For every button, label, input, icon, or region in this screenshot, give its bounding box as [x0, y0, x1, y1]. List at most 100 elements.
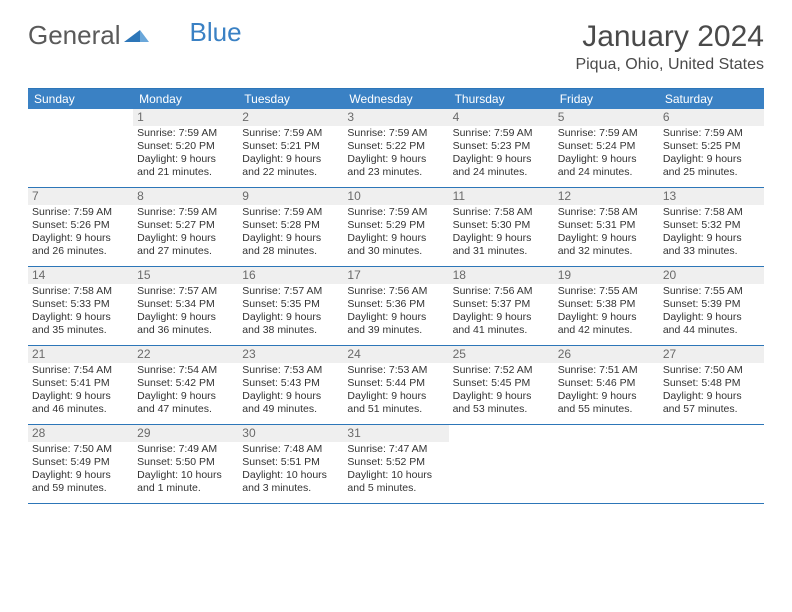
- calendar: Sunday Monday Tuesday Wednesday Thursday…: [28, 88, 764, 504]
- day-cell: 16Sunrise: 7:57 AMSunset: 5:35 PMDayligh…: [238, 267, 343, 345]
- daylight-text: Daylight: 9 hours and 24 minutes.: [453, 153, 550, 179]
- day-number: 1: [133, 109, 238, 126]
- sunset-text: Sunset: 5:39 PM: [663, 298, 760, 311]
- day-cell: 6Sunrise: 7:59 AMSunset: 5:25 PMDaylight…: [659, 109, 764, 187]
- day-number: 14: [28, 267, 133, 284]
- day-number: 11: [449, 188, 554, 205]
- sunrise-text: Sunrise: 7:59 AM: [242, 206, 339, 219]
- day-number: 29: [133, 425, 238, 442]
- day-cell: 24Sunrise: 7:53 AMSunset: 5:44 PMDayligh…: [343, 346, 448, 424]
- day-cell: 13Sunrise: 7:58 AMSunset: 5:32 PMDayligh…: [659, 188, 764, 266]
- header: General Blue January 2024 Piqua, Ohio, U…: [0, 0, 792, 80]
- day-number: 10: [343, 188, 448, 205]
- day-cell: 25Sunrise: 7:52 AMSunset: 5:45 PMDayligh…: [449, 346, 554, 424]
- day-cell: 2Sunrise: 7:59 AMSunset: 5:21 PMDaylight…: [238, 109, 343, 187]
- sunrise-text: Sunrise: 7:58 AM: [453, 206, 550, 219]
- logo-text-1: General: [28, 20, 121, 51]
- day-number: 18: [449, 267, 554, 284]
- sunrise-text: Sunrise: 7:53 AM: [347, 364, 444, 377]
- daylight-text: Daylight: 9 hours and 53 minutes.: [453, 390, 550, 416]
- daylight-text: Daylight: 9 hours and 36 minutes.: [137, 311, 234, 337]
- day-cell: 19Sunrise: 7:55 AMSunset: 5:38 PMDayligh…: [554, 267, 659, 345]
- sunrise-text: Sunrise: 7:58 AM: [663, 206, 760, 219]
- sunset-text: Sunset: 5:51 PM: [242, 456, 339, 469]
- logo: General Blue: [28, 20, 242, 51]
- week-row: 1Sunrise: 7:59 AMSunset: 5:20 PMDaylight…: [28, 109, 764, 188]
- sunrise-text: Sunrise: 7:59 AM: [453, 127, 550, 140]
- sunrise-text: Sunrise: 7:55 AM: [558, 285, 655, 298]
- daylight-text: Daylight: 9 hours and 44 minutes.: [663, 311, 760, 337]
- sunset-text: Sunset: 5:34 PM: [137, 298, 234, 311]
- day-number: 27: [659, 346, 764, 363]
- sunrise-text: Sunrise: 7:56 AM: [347, 285, 444, 298]
- sunset-text: Sunset: 5:21 PM: [242, 140, 339, 153]
- day-cell: 26Sunrise: 7:51 AMSunset: 5:46 PMDayligh…: [554, 346, 659, 424]
- day-number: 25: [449, 346, 554, 363]
- daylight-text: Daylight: 9 hours and 26 minutes.: [32, 232, 129, 258]
- daylight-text: Daylight: 9 hours and 22 minutes.: [242, 153, 339, 179]
- daylight-text: Daylight: 9 hours and 23 minutes.: [347, 153, 444, 179]
- day-cell: 15Sunrise: 7:57 AMSunset: 5:34 PMDayligh…: [133, 267, 238, 345]
- sunrise-text: Sunrise: 7:52 AM: [453, 364, 550, 377]
- weekday-mon: Monday: [133, 89, 238, 109]
- sunset-text: Sunset: 5:24 PM: [558, 140, 655, 153]
- day-cell: 27Sunrise: 7:50 AMSunset: 5:48 PMDayligh…: [659, 346, 764, 424]
- weekday-tue: Tuesday: [238, 89, 343, 109]
- day-cell: 11Sunrise: 7:58 AMSunset: 5:30 PMDayligh…: [449, 188, 554, 266]
- sunset-text: Sunset: 5:52 PM: [347, 456, 444, 469]
- sunrise-text: Sunrise: 7:57 AM: [137, 285, 234, 298]
- month-title: January 2024: [575, 20, 764, 54]
- daylight-text: Daylight: 9 hours and 25 minutes.: [663, 153, 760, 179]
- day-cell: [554, 425, 659, 503]
- day-cell: 7Sunrise: 7:59 AMSunset: 5:26 PMDaylight…: [28, 188, 133, 266]
- sunrise-text: Sunrise: 7:58 AM: [558, 206, 655, 219]
- sunrise-text: Sunrise: 7:59 AM: [242, 127, 339, 140]
- day-number: 19: [554, 267, 659, 284]
- sunset-text: Sunset: 5:43 PM: [242, 377, 339, 390]
- day-cell: 10Sunrise: 7:59 AMSunset: 5:29 PMDayligh…: [343, 188, 448, 266]
- daylight-text: Daylight: 10 hours and 3 minutes.: [242, 469, 339, 495]
- day-cell: 14Sunrise: 7:58 AMSunset: 5:33 PMDayligh…: [28, 267, 133, 345]
- sunrise-text: Sunrise: 7:47 AM: [347, 443, 444, 456]
- day-number: 15: [133, 267, 238, 284]
- sunset-text: Sunset: 5:42 PM: [137, 377, 234, 390]
- daylight-text: Daylight: 9 hours and 24 minutes.: [558, 153, 655, 179]
- sunset-text: Sunset: 5:20 PM: [137, 140, 234, 153]
- day-cell: 12Sunrise: 7:58 AMSunset: 5:31 PMDayligh…: [554, 188, 659, 266]
- week-row: 7Sunrise: 7:59 AMSunset: 5:26 PMDaylight…: [28, 188, 764, 267]
- sunrise-text: Sunrise: 7:59 AM: [137, 127, 234, 140]
- day-cell: 29Sunrise: 7:49 AMSunset: 5:50 PMDayligh…: [133, 425, 238, 503]
- day-cell: 4Sunrise: 7:59 AMSunset: 5:23 PMDaylight…: [449, 109, 554, 187]
- day-number: 12: [554, 188, 659, 205]
- day-cell: 31Sunrise: 7:47 AMSunset: 5:52 PMDayligh…: [343, 425, 448, 503]
- day-cell: 3Sunrise: 7:59 AMSunset: 5:22 PMDaylight…: [343, 109, 448, 187]
- sunset-text: Sunset: 5:44 PM: [347, 377, 444, 390]
- day-cell: 18Sunrise: 7:56 AMSunset: 5:37 PMDayligh…: [449, 267, 554, 345]
- daylight-text: Daylight: 9 hours and 28 minutes.: [242, 232, 339, 258]
- day-number: 16: [238, 267, 343, 284]
- weekday-fri: Friday: [554, 89, 659, 109]
- sunset-text: Sunset: 5:37 PM: [453, 298, 550, 311]
- weekday-sat: Saturday: [659, 89, 764, 109]
- week-row: 21Sunrise: 7:54 AMSunset: 5:41 PMDayligh…: [28, 346, 764, 425]
- sunrise-text: Sunrise: 7:54 AM: [32, 364, 129, 377]
- day-number: 20: [659, 267, 764, 284]
- day-cell: 5Sunrise: 7:59 AMSunset: 5:24 PMDaylight…: [554, 109, 659, 187]
- day-number: 6: [659, 109, 764, 126]
- weekday-thu: Thursday: [449, 89, 554, 109]
- daylight-text: Daylight: 9 hours and 51 minutes.: [347, 390, 444, 416]
- sunset-text: Sunset: 5:23 PM: [453, 140, 550, 153]
- day-number: 7: [28, 188, 133, 205]
- day-cell: 20Sunrise: 7:55 AMSunset: 5:39 PMDayligh…: [659, 267, 764, 345]
- sunset-text: Sunset: 5:45 PM: [453, 377, 550, 390]
- sunrise-text: Sunrise: 7:59 AM: [32, 206, 129, 219]
- day-cell: 23Sunrise: 7:53 AMSunset: 5:43 PMDayligh…: [238, 346, 343, 424]
- day-number: 2: [238, 109, 343, 126]
- day-cell: 9Sunrise: 7:59 AMSunset: 5:28 PMDaylight…: [238, 188, 343, 266]
- day-cell: [449, 425, 554, 503]
- day-number: 24: [343, 346, 448, 363]
- sunset-text: Sunset: 5:49 PM: [32, 456, 129, 469]
- title-block: January 2024 Piqua, Ohio, United States: [575, 20, 764, 74]
- sunset-text: Sunset: 5:31 PM: [558, 219, 655, 232]
- daylight-text: Daylight: 9 hours and 41 minutes.: [453, 311, 550, 337]
